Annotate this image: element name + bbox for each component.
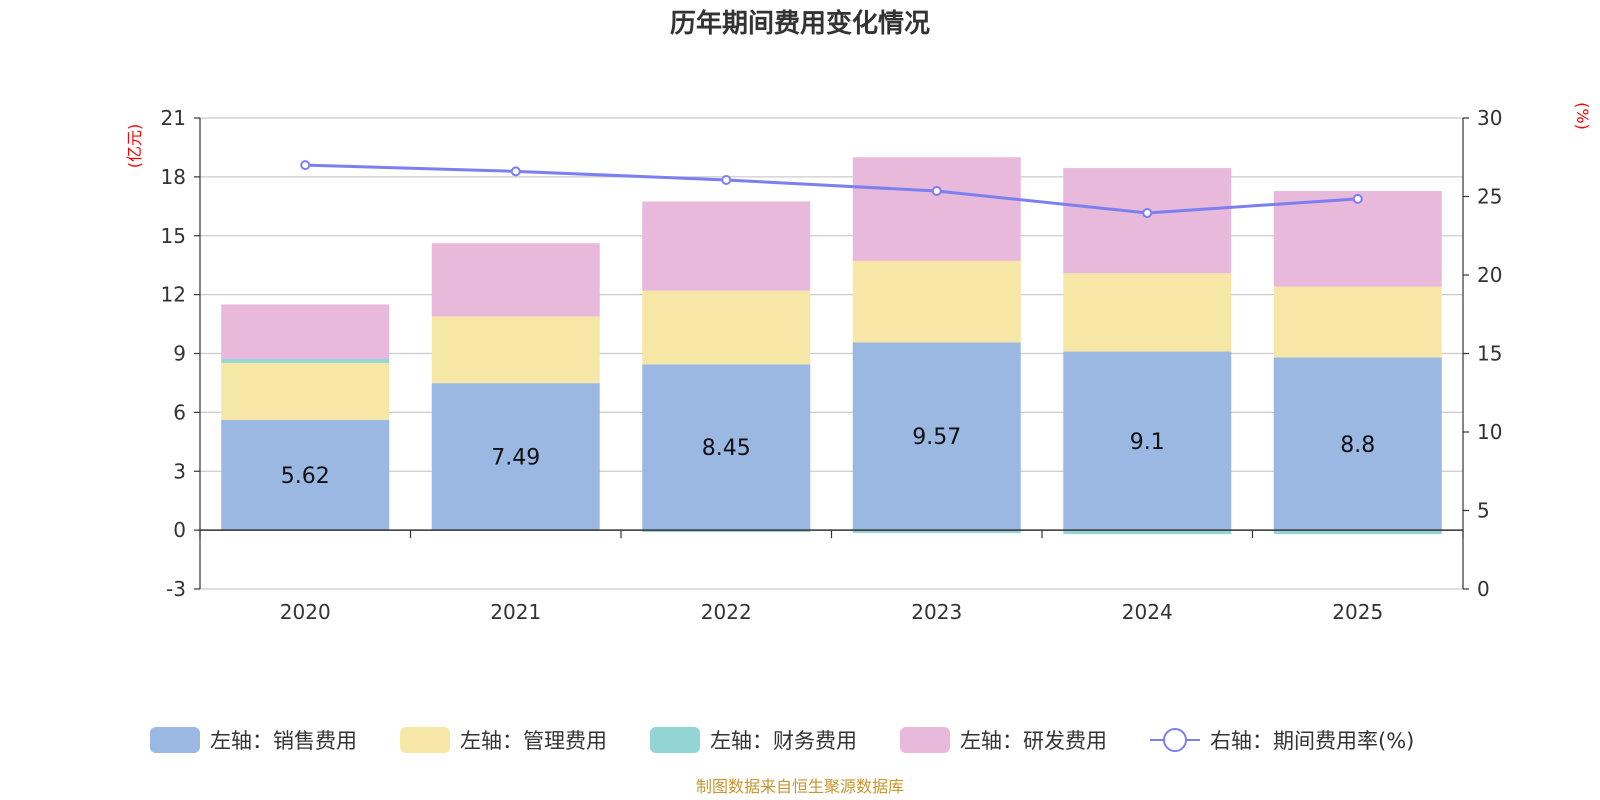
bar-sales-2022	[642, 364, 811, 531]
data-label-2020: 5.62	[281, 464, 330, 489]
legend-label-finance[interactable]: 左轴：财务费用	[710, 729, 857, 753]
bar-sales-2021	[431, 383, 600, 531]
right-tick-label: 30	[1477, 106, 1502, 130]
bar-admin-2020	[221, 362, 390, 420]
x-tick-label: 2021	[490, 600, 541, 624]
legend-label-rate[interactable]: 右轴：期间费用率(%)	[1210, 729, 1414, 753]
data-label-2023: 9.57	[912, 425, 961, 450]
bar-finance-2022	[642, 530, 811, 533]
bar-finance-2023	[852, 530, 1021, 534]
right-tick-label: 15	[1477, 342, 1502, 366]
bar-sales-2020	[221, 419, 390, 531]
data-label-2025: 8.8	[1340, 433, 1375, 458]
legend-swatch-rate-marker[interactable]	[1163, 728, 1187, 752]
legend-swatch-sales[interactable]	[150, 727, 200, 753]
bar-rnd-2025	[1273, 191, 1442, 287]
legend-swatch-rnd[interactable]	[900, 727, 950, 753]
legend-swatch-admin[interactable]	[400, 727, 450, 753]
bar-sales-2023	[852, 342, 1021, 531]
rate-point-2020	[300, 160, 311, 171]
bar-finance-2020	[221, 358, 390, 363]
bar-admin-2025	[1273, 286, 1442, 358]
bar-finance-2025	[1273, 530, 1442, 535]
bar-admin-2022	[642, 290, 811, 365]
bar-rnd-2023	[852, 157, 1021, 261]
gridlines	[200, 117, 1463, 590]
bar-admin-2024	[1063, 273, 1232, 352]
left-tick-label: 21	[161, 106, 186, 130]
legend-label-rnd[interactable]: 左轴：研发费用	[960, 729, 1107, 753]
right-tick-label: 20	[1477, 263, 1502, 287]
left-axis-unit: (亿元)	[125, 124, 144, 169]
x-tick-label: 2020	[280, 600, 331, 624]
left-tick-label: -3	[166, 577, 186, 601]
bar-admin-2023	[852, 260, 1021, 343]
x-tick-label: 2023	[911, 600, 962, 624]
bar-admin-2021	[431, 316, 600, 384]
legend-label-admin[interactable]: 左轴：管理费用	[460, 729, 607, 753]
rate-line	[305, 163, 1358, 215]
right-tick-label: 10	[1477, 420, 1502, 444]
rate-point-2021	[510, 166, 521, 177]
left-tick-label: 3	[173, 459, 186, 483]
source-note: 制图数据来自恒生聚源数据库	[696, 777, 904, 796]
bar-finance-2024	[1063, 530, 1232, 535]
right-tick-label: 25	[1477, 185, 1502, 209]
legend-label-sales[interactable]: 左轴：销售费用	[210, 729, 357, 753]
x-tick-label: 2024	[1122, 600, 1173, 624]
legend: 左轴：销售费用 左轴：管理费用 左轴：财务费用 左轴：研发费用 右轴：期间费用率(%)	[150, 727, 1414, 753]
data-label-2021: 7.49	[491, 446, 540, 471]
bar-sales-2024	[1063, 351, 1232, 531]
chart-title: 历年期间费用变化情况	[670, 8, 930, 39]
bar-rnd-2022	[642, 201, 811, 291]
bars	[221, 157, 1442, 535]
rate-point-2025	[1352, 193, 1363, 204]
data-labels: 5.62 7.49 8.45 9.57 9.1 8.8	[281, 425, 1375, 489]
left-tick-label: 18	[161, 165, 186, 189]
legend-swatch-finance[interactable]	[650, 727, 700, 753]
data-label-2022: 8.45	[702, 436, 751, 461]
left-tick-label: 12	[161, 283, 186, 307]
right-tick-label: 0	[1477, 577, 1490, 601]
bar-rnd-2020	[221, 304, 390, 359]
x-tick-label: 2025	[1332, 600, 1383, 624]
rate-point-2022	[721, 175, 732, 186]
right-tick-label: 5	[1477, 499, 1490, 523]
left-tick-label: 0	[173, 518, 186, 542]
left-tick-label: 15	[161, 224, 186, 248]
data-label-2024: 9.1	[1130, 430, 1165, 455]
bar-rnd-2021	[431, 243, 600, 317]
rate-point-2024	[1142, 207, 1153, 218]
right-axis-unit: (%)	[1573, 102, 1592, 130]
left-tick-label: 9	[173, 342, 186, 366]
bar-sales-2025	[1273, 357, 1442, 531]
x-tick-label: 2022	[701, 600, 752, 624]
left-tick-label: 6	[173, 400, 186, 424]
rate-line-series	[300, 160, 1363, 218]
rate-point-2023	[931, 186, 942, 197]
bar-rnd-2024	[1063, 168, 1232, 274]
